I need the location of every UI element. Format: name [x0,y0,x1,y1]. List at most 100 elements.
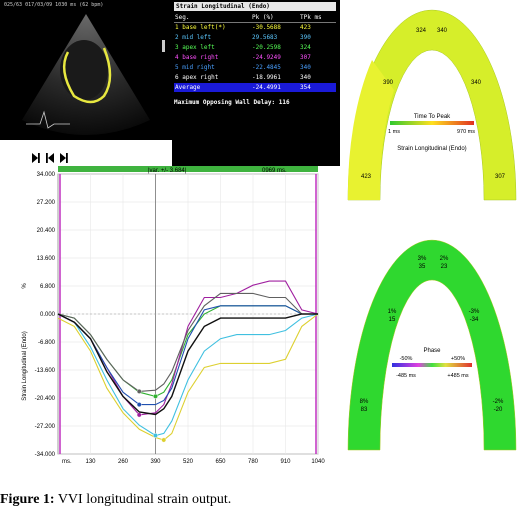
cell-pk: -30.5688 [252,24,281,31]
peak-marker [136,402,142,407]
ultrasound-image [22,14,165,135]
table-row: 1 base left(*) -30.5688 423 [174,23,336,32]
ttp-measure-label: Strain Longitudinal (Endo) [397,146,466,152]
phase-legend-max-ms: +485 ms [447,373,468,379]
ecg-trace [26,110,70,129]
step-back-button[interactable] [46,153,54,163]
header-pk: Pk (%) [252,14,274,21]
cell-tpk: 324 [300,44,311,51]
ventricle-cavity [60,40,108,100]
y-tick-label: 13.600 [37,256,56,262]
phase-pct: 8% [360,399,369,405]
echo-header: 025/63 017/03/09 1030 ms (62 bpm) [4,2,104,8]
strain-table: Strain Longitudinal (Endo) Seg. Pk (%) T… [172,0,340,166]
ttp-legend-max: 970 ms [457,129,475,135]
cell-pk: 29.5683 [252,34,278,41]
ttp-value: 324 [416,28,427,34]
event-bar [58,166,318,172]
x-unit-label: ms. [62,459,72,465]
table-row: 5 mid right -22.4845 340 [174,63,336,72]
step-forward-button[interactable] [60,153,68,163]
cell-seg: Average [175,84,201,91]
ttp-value: 340 [471,80,482,86]
bullseye-panel: 324 340 390 340 423 307 Time To Peak 1 ms 970 ms… [347,9,517,451]
x-tick-label: 520 [183,459,194,465]
cell-seg: 6 apex right [175,74,219,81]
table-row: 2 mid left 29.5683 390 [174,33,336,42]
y-tick-label: 20.400 [37,228,56,234]
var-label: |var. +/- 3.684| [148,168,187,174]
ttp-value: 423 [361,174,372,180]
echo-image-panel[interactable]: 025/63 017/03/09 1030 ms (62 bpm) [0,0,172,140]
time-label: 0969 ms. [262,168,287,174]
x-tick-label: 130 [85,459,96,465]
x-tick-label: 1040 [311,459,325,465]
phase-legend-max-pct: +50% [451,356,465,362]
phase-pct: -3% [469,309,480,315]
peak-marker [136,389,142,394]
table-header: Seg. Pk (%) TPk ms [174,13,336,23]
ttp-value: 340 [437,28,448,34]
ttp-value: 390 [383,80,394,86]
series-line-6 [57,292,318,392]
cell-seg: 2 mid left [175,34,212,41]
y-tick-label: -20.400 [35,396,56,402]
y-tick-label: -13.600 [35,368,56,374]
phase-ms: -20 [494,407,503,413]
ttp-value: 307 [495,174,506,180]
peak-marker [153,433,158,438]
ttp-bullseye [347,9,517,201]
phase-legend-title: Phase [423,348,441,354]
y-tick-label: 0.000 [40,312,56,318]
x-tick-label: 390 [150,459,161,465]
x-tick-label: 910 [280,459,291,465]
peak-marker [153,393,158,399]
caption-text: VVI longitudinal strain output. [54,492,232,507]
phase-legend-min-pct: -50% [400,356,413,362]
cell-tpk: 340 [300,74,311,81]
cell-tpk: 340 [300,64,311,71]
playback-controls [32,153,68,163]
y-unit-label: % [22,283,28,289]
cell-pk: -24.9249 [252,54,281,61]
peak-marker [161,437,167,443]
ttp-legend-min: 1 ms [388,129,400,135]
cell-pk: -20.2598 [252,44,281,51]
phase-ms: -34 [470,317,479,323]
y-tick-label: -6.800 [38,340,56,346]
peak-marker [136,412,142,418]
table-row: 3 apex left -20.2598 324 [174,43,336,52]
header-tpk: TPk ms [300,14,322,21]
series-line-1 [57,313,319,441]
opposing-wall-delay: Maximum Opposing Wall Delay: 116 [174,99,290,106]
caption-label: Figure 1: [0,492,55,507]
table-row: Average -24.4991 354 [174,83,336,92]
phase-pct: 1% [388,309,397,315]
phase-pct: 3% [418,256,427,262]
ttp-legend-title: Time To Peak [414,114,451,120]
cell-tpk: 354 [300,84,311,91]
ttp-segment-highlight [347,60,394,200]
cell-pk: -18.9961 [252,74,281,81]
y-tick-label: 6.800 [40,284,56,290]
y-axis-title: Strain Longitudinal (Endo) [22,331,28,400]
strain-graph[interactable]: 34.000 27.200 20.400 13.600 6.800 0.000 -6.800… [0,166,329,466]
series-line-2 [57,313,319,437]
cell-tpk: 390 [300,34,311,41]
ttp-legend-scale [390,121,474,125]
endocardial-trace[interactable] [62,47,112,104]
y-tick-label: -27.200 [35,424,56,430]
play-pause-button[interactable] [32,153,40,163]
x-tick-label: 780 [248,459,259,465]
y-tick-label: 34.000 [37,172,56,178]
phase-pct: 2% [440,256,449,262]
cell-pk: -22.4845 [252,64,281,71]
series-line-7 [57,313,318,416]
series-line-5 [57,305,318,406]
y-tick-label: -34.000 [35,452,56,458]
phase-bullseye [347,239,517,451]
phase-ms: 83 [361,407,368,413]
phase-ms: 35 [419,264,426,270]
cell-pk: -24.4991 [252,84,281,91]
y-tick-label: 27.200 [37,200,56,206]
